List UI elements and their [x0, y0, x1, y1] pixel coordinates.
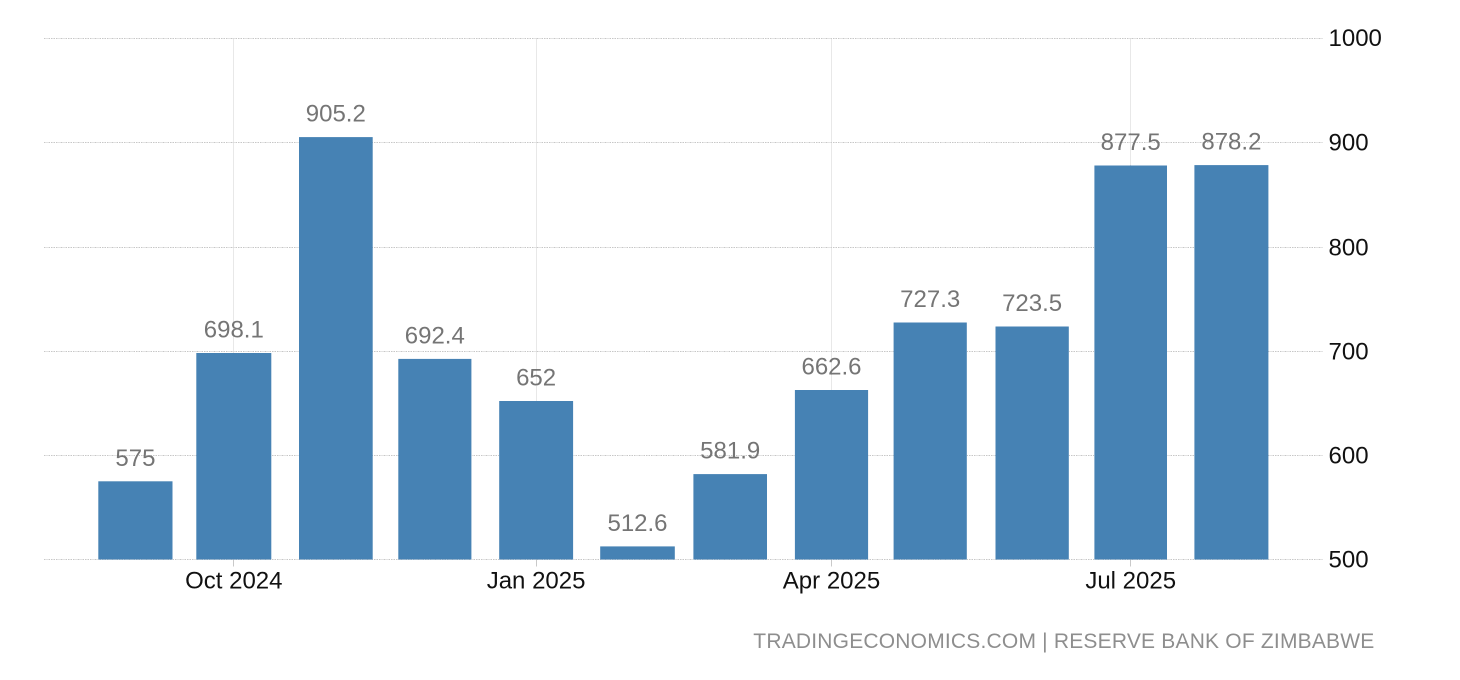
svg-text:698.1: 698.1 — [204, 317, 264, 344]
svg-text:700: 700 — [1329, 338, 1369, 365]
svg-text:Apr 2025: Apr 2025 — [783, 568, 880, 595]
svg-text:581.9: 581.9 — [700, 438, 760, 465]
svg-text:900: 900 — [1329, 129, 1369, 156]
svg-text:692.4: 692.4 — [405, 322, 465, 349]
svg-text:600: 600 — [1329, 442, 1369, 469]
svg-text:878.2: 878.2 — [1201, 129, 1261, 156]
svg-text:877.5: 877.5 — [1101, 129, 1161, 156]
svg-text:Jan 2025: Jan 2025 — [487, 568, 586, 595]
svg-text:575: 575 — [115, 445, 155, 472]
svg-text:1000: 1000 — [1329, 25, 1382, 52]
svg-text:Oct 2024: Oct 2024 — [185, 568, 282, 595]
svg-text:TRADINGECONOMICS.COM | RESERVE: TRADINGECONOMICS.COM | RESERVE BANK OF Z… — [753, 630, 1374, 653]
svg-text:905.2: 905.2 — [306, 101, 366, 128]
svg-text:727.3: 727.3 — [900, 286, 960, 313]
svg-text:512.6: 512.6 — [607, 510, 667, 537]
svg-text:723.5: 723.5 — [1002, 290, 1062, 317]
svg-text:500: 500 — [1329, 546, 1369, 573]
svg-text:Jul 2025: Jul 2025 — [1085, 568, 1176, 595]
svg-text:800: 800 — [1329, 234, 1369, 261]
svg-text:662.6: 662.6 — [801, 354, 861, 381]
svg-text:652: 652 — [516, 365, 556, 392]
